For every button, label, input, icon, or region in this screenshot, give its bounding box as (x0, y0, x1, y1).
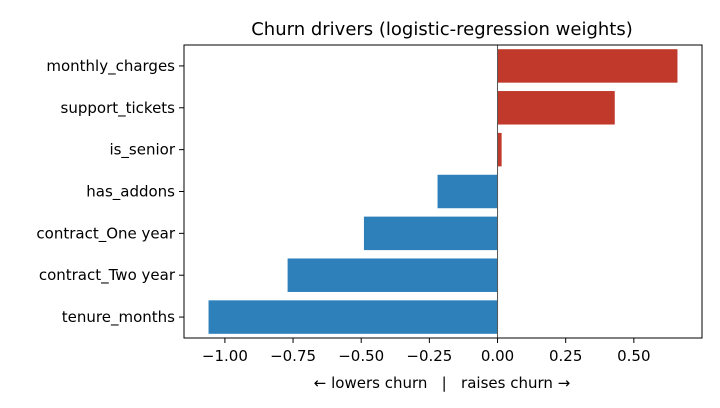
category-label: contract_One year (36, 224, 175, 243)
bars-layer (208, 45, 678, 338)
x-tick-label: −1.00 (202, 347, 248, 365)
x-axis-ticks: −1.00 −0.75 −0.50 −0.25 0.00 0.25 0.50 (202, 338, 651, 365)
x-tick-label: 0.00 (481, 347, 514, 365)
category-label: has_addons (86, 183, 175, 202)
x-tick-label: −0.50 (338, 347, 384, 365)
bar-support-tickets (497, 91, 615, 125)
x-tick-label: −0.75 (270, 347, 316, 365)
bar-contract-one-year (363, 216, 498, 251)
bar-has-addons (437, 174, 498, 209)
bar-contract-two-year (287, 258, 498, 292)
category-label: support_tickets (61, 99, 176, 118)
x-axis-label: ← lowers churn | raises churn → (314, 374, 570, 392)
x-tick-label: 0.50 (617, 347, 650, 365)
chart-title: Churn drivers (logistic-regression weigh… (251, 19, 633, 40)
y-axis-categories: monthly_charges support_tickets is_seniorh… (36, 57, 184, 327)
category-label: is_senior (109, 141, 175, 160)
bar-tenure-months (208, 300, 498, 334)
category-label: contract_Two year (39, 266, 176, 285)
plot-frame (183, 44, 703, 339)
category-label: monthly_charges (46, 57, 175, 76)
x-tick-label: −0.25 (406, 347, 452, 365)
category-label: tenure_months (62, 308, 175, 327)
bar-is-senior (497, 132, 502, 167)
x-tick-label: 0.25 (549, 347, 582, 365)
bar-monthly-charges (497, 49, 678, 83)
